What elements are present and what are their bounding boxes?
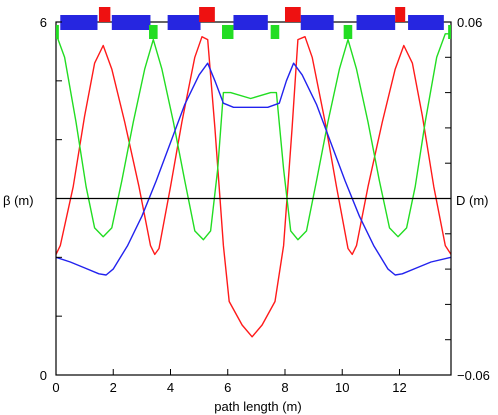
y-right-tick-label: −0.06 xyxy=(457,368,490,383)
series-line-3 xyxy=(55,62,452,276)
quadrupole-lower xyxy=(448,25,451,39)
dipole-magnet xyxy=(233,15,268,30)
x-tick-label: 8 xyxy=(281,380,288,395)
quadrupole-lower xyxy=(149,25,158,39)
series-line-1 xyxy=(55,36,452,338)
quadrupole-upper xyxy=(98,7,111,22)
y-right-tick-label: 0.06 xyxy=(457,15,482,30)
quadrupole-lower xyxy=(343,25,353,39)
x-tick-label: 6 xyxy=(224,380,231,395)
series-layer xyxy=(55,33,452,338)
x-tick-label: 12 xyxy=(392,380,406,395)
x-tick-label: 0 xyxy=(52,380,59,395)
x-tick-label: 4 xyxy=(167,380,174,395)
x-tick-label: 2 xyxy=(110,380,117,395)
y-axis-left-label: β (m) xyxy=(3,193,34,208)
dipole-magnet xyxy=(167,15,201,30)
series-line-2 xyxy=(55,33,451,241)
dipole-magnet xyxy=(60,15,98,30)
quadrupole-upper xyxy=(199,7,215,22)
quadrupole-lower xyxy=(56,25,59,39)
dipole-magnet xyxy=(300,15,334,30)
y-axis-right-label: D (m) xyxy=(456,193,489,208)
y-left-tick-label: 6 xyxy=(40,15,47,30)
quadrupole-upper xyxy=(284,7,301,22)
quadrupole-upper xyxy=(395,7,406,22)
quadrupole-lower xyxy=(270,25,280,39)
magnet-lattice xyxy=(56,7,451,39)
tick-layer: 0 2 4 6 8 10 12 6 0 0.06 −0.06 xyxy=(40,15,490,395)
quadrupole-lower xyxy=(222,25,234,39)
x-axis-label: path length (m) xyxy=(214,399,301,414)
dipole-magnet xyxy=(408,15,444,30)
x-tick-label: 10 xyxy=(335,380,349,395)
dipole-magnet xyxy=(111,15,151,30)
dipole-magnet xyxy=(356,15,396,30)
y-left-tick-label: 0 xyxy=(40,368,47,383)
